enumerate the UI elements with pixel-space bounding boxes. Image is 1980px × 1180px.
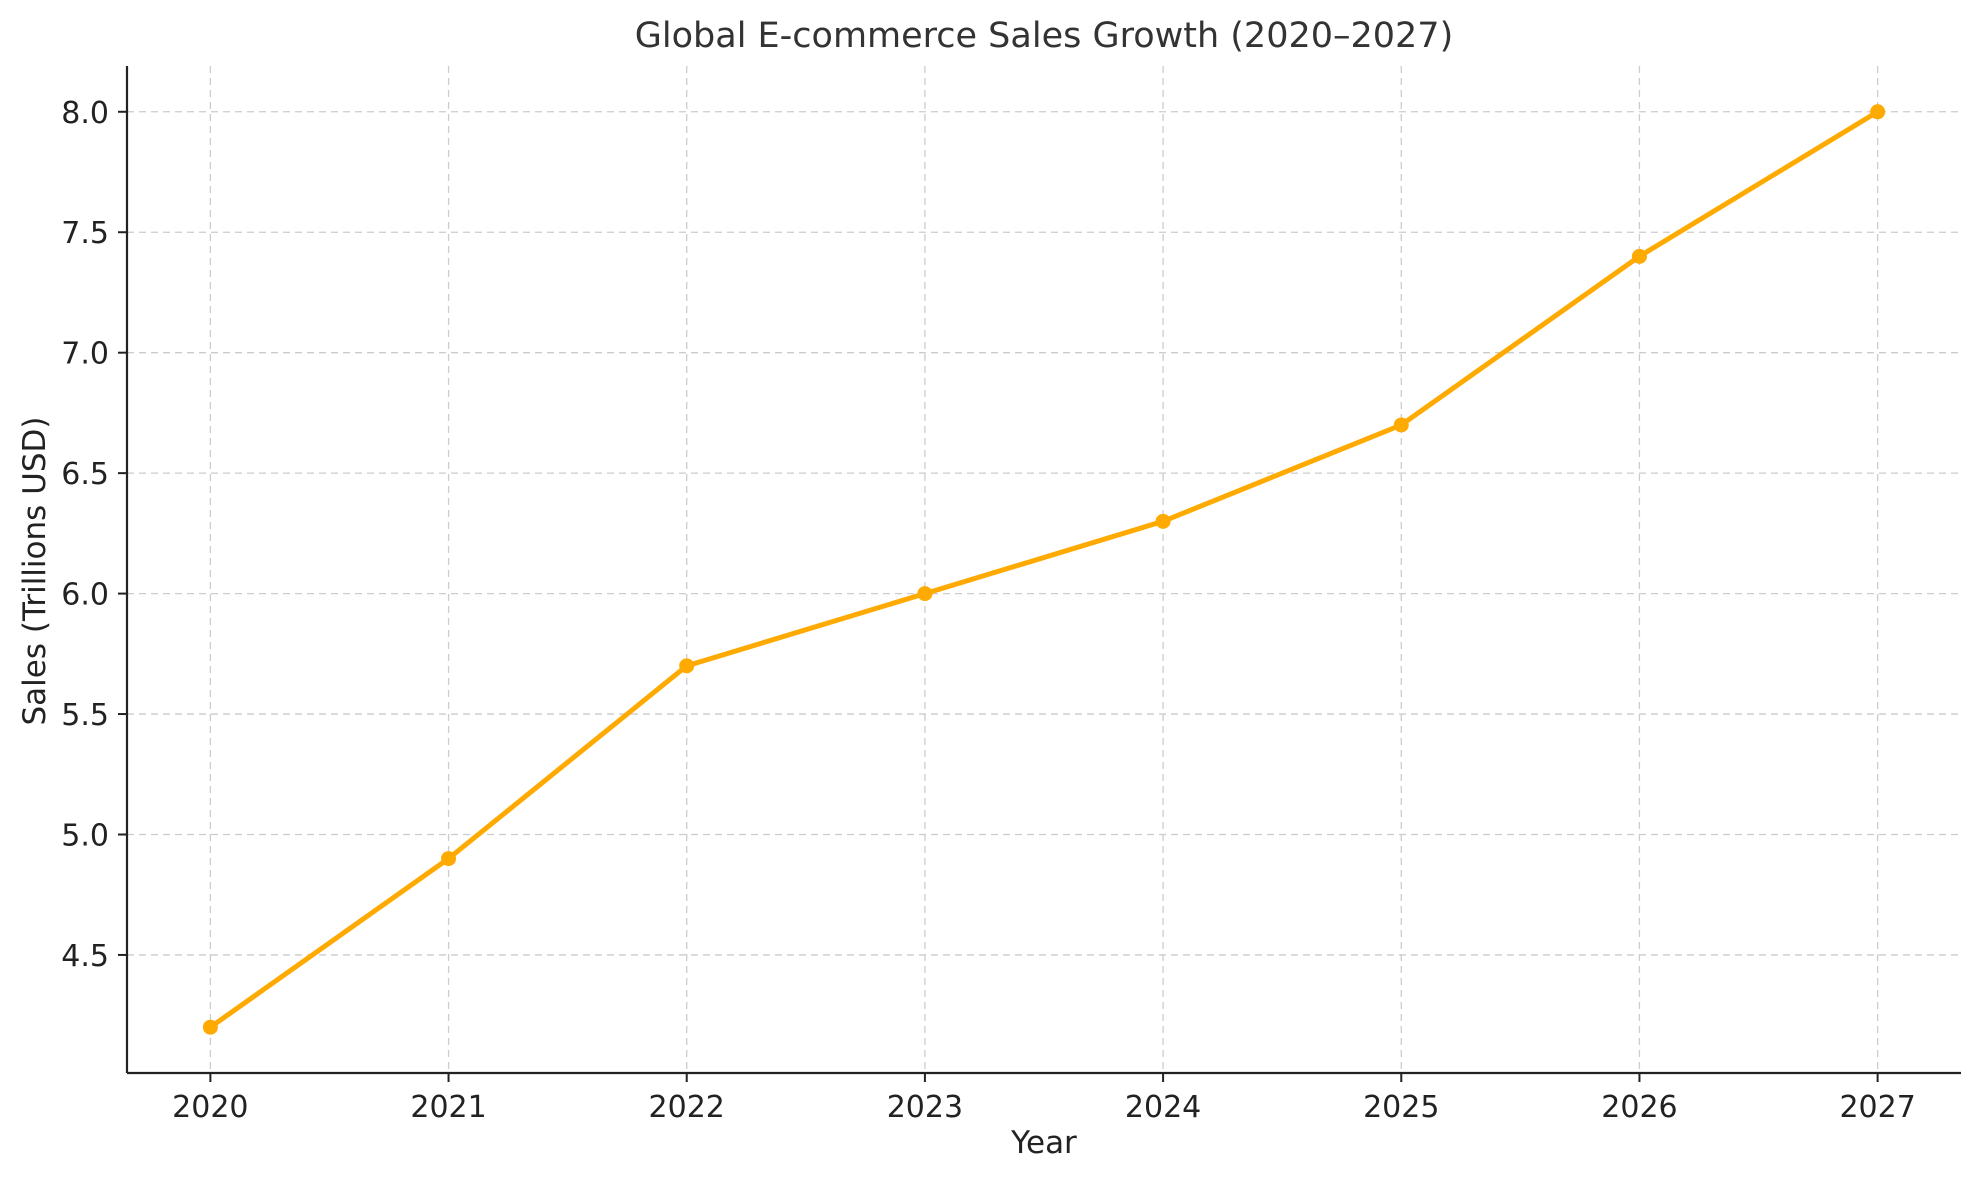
series-line: [207, 109, 1881, 1030]
x-tick-label: 2023: [887, 1090, 963, 1125]
y-tick-label: 8.0: [61, 96, 109, 131]
y-tick-label: 6.5: [61, 457, 109, 492]
y-tick-label: 7.5: [61, 216, 109, 251]
y-axis-ticks: 4.5 5.0 5.5 6.0 6.5 7.0 7.5 8.0: [61, 96, 127, 974]
y-tick-label: 6.0: [61, 578, 109, 613]
data-point: [441, 851, 457, 867]
x-tick-label: 2026: [1601, 1090, 1677, 1125]
data-point: [1155, 513, 1171, 529]
y-tick-label: 4.5: [61, 939, 109, 974]
y-tick-label: 5.5: [61, 698, 109, 733]
y-axis-label: Sales (Trillions USD): [17, 417, 53, 726]
x-tick-label: 2021: [410, 1090, 486, 1125]
x-axis-label: Year: [1010, 1125, 1077, 1161]
x-tick-label: 2022: [649, 1090, 725, 1125]
y-tick-label: 7.0: [61, 337, 109, 372]
x-tick-label: 2025: [1363, 1090, 1439, 1125]
axes: [125, 66, 1961, 1075]
x-tick-label: 2027: [1839, 1090, 1915, 1125]
data-point: [679, 658, 695, 674]
x-tick-label: 2020: [172, 1090, 248, 1125]
series: [202, 104, 1886, 1035]
x-tick-label: 2024: [1125, 1090, 1201, 1125]
data-point: [1870, 104, 1886, 120]
data-point: [917, 586, 933, 602]
x-axis-ticks: 2020 2021 2022 2023 2024 2025 2026 2027: [172, 1073, 1916, 1125]
data-point: [1631, 248, 1647, 264]
data-point: [202, 1019, 218, 1035]
chart-title: Global E-commerce Sales Growth (2020–202…: [635, 16, 1453, 56]
grid: [127, 66, 1961, 1073]
y-tick-label: 5.0: [61, 819, 109, 854]
data-point: [1393, 417, 1409, 433]
